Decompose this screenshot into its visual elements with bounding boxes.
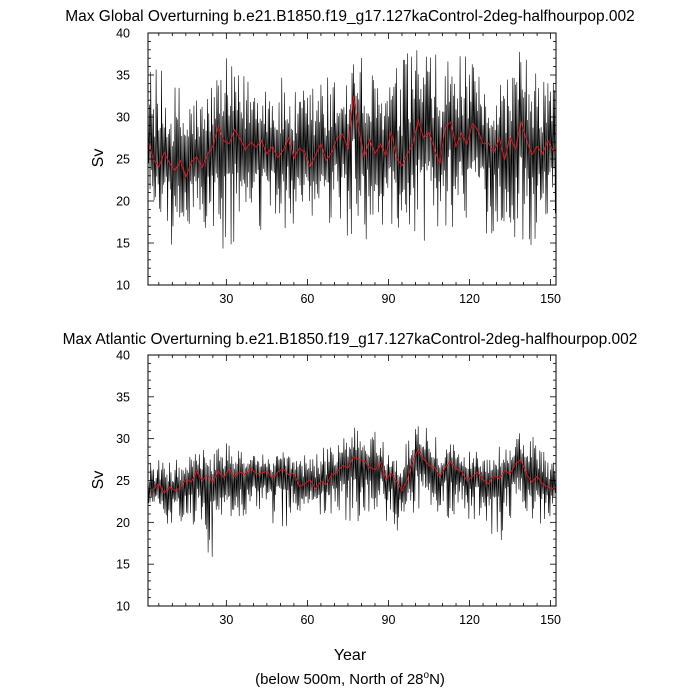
y-tick-label: 20 [116, 516, 130, 530]
y-tick-label: 15 [116, 558, 130, 572]
x-tick-label: 90 [382, 613, 396, 627]
y-tick-label: 40 [116, 349, 130, 363]
footer-suffix: N) [429, 671, 445, 688]
y-tick-label: 10 [116, 279, 130, 293]
footer-prefix: (below 500m, North of 28 [255, 671, 423, 688]
y-tick-label: 30 [116, 432, 130, 446]
atlantic-overturning-panel: Max Atlantic Overturning b.e21.B1850.f19… [63, 331, 638, 664]
footer-degree: o [424, 670, 430, 681]
raw-series-line [147, 50, 557, 249]
global-plot-area: 10 15 20 25 30 35 40 30 60 90 120 150 [116, 27, 561, 307]
atlantic-panel-title: Max Atlantic Overturning b.e21.B1850.f19… [63, 331, 638, 348]
y-tick-label: 15 [116, 237, 130, 251]
x-tick-label: 150 [540, 292, 561, 306]
global-panel-title: Max Global Overturning b.e21.B1850.f19_g… [65, 8, 635, 25]
x-tick-label: 60 [300, 613, 314, 627]
smoothed-series-line [147, 95, 557, 180]
x-tick-label: 30 [219, 292, 233, 306]
x-tick-label: 60 [300, 292, 314, 306]
y-tick-label: 30 [116, 111, 130, 125]
smoothed-series-line [147, 448, 557, 494]
atlantic-y-axis-label: Sv [90, 471, 107, 490]
y-tick-label: 10 [116, 600, 130, 614]
global-y-axis-label: Sv [90, 149, 107, 168]
x-tick-label: 150 [540, 613, 561, 627]
y-tick-label: 35 [116, 69, 130, 83]
y-tick-label: 25 [116, 474, 130, 488]
y-tick-label: 40 [116, 27, 130, 41]
footer-note: (below 500m, North of 28oN) [255, 670, 445, 688]
x-tick-label: 30 [219, 613, 233, 627]
x-tick-label: 90 [382, 292, 396, 306]
x-tick-label: 120 [459, 613, 480, 627]
y-tick-label: 25 [116, 153, 130, 167]
global-overturning-panel: Max Global Overturning b.e21.B1850.f19_g… [65, 8, 635, 306]
x-axis-label: Year [334, 647, 367, 664]
raw-series-line [147, 426, 557, 557]
y-tick-label: 20 [116, 195, 130, 209]
atlantic-plot-area: 10 15 20 25 30 35 40 30 60 90 120 150 [116, 349, 561, 628]
x-tick-label: 120 [459, 292, 480, 306]
y-tick-label: 35 [116, 390, 130, 404]
